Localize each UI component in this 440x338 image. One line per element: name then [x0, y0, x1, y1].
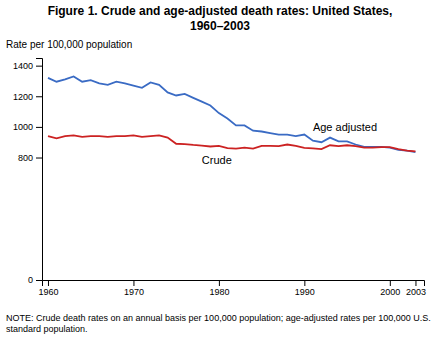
x-tick: 2003: [406, 280, 426, 297]
y-axis: 0 800 1000 1200 1400: [13, 59, 43, 286]
x-tick: 2000: [380, 280, 400, 297]
x-tick: 1990: [295, 280, 315, 297]
y-tick-mark: [36, 66, 42, 67]
plot-area: [48, 76, 415, 152]
y-tick-mark: [36, 280, 42, 281]
series-line: [48, 135, 415, 151]
x-tick-mark: [390, 280, 391, 286]
y-tick-mark: [36, 158, 42, 159]
x-tick: 1960: [38, 280, 58, 297]
y-tick: 1200: [13, 92, 42, 102]
x-tick-mark: [219, 280, 220, 286]
x-tick-label: 1990: [295, 287, 315, 297]
y-axis-label: Rate per 100,000 population: [6, 39, 132, 50]
x-tick-label: 1980: [209, 287, 229, 297]
title: Figure 1. Crude and age-adjusted death r…: [48, 4, 393, 33]
chart: Figure 1. Crude and age-adjusted death r…: [0, 0, 440, 338]
title-line: Figure 1. Crude and age-adjusted death r…: [48, 4, 393, 18]
note: NOTE: Crude death rates on an annual bas…: [6, 313, 431, 334]
x-tick: 1980: [209, 280, 229, 297]
x-tick-label: 2003: [406, 287, 426, 297]
x-tick-mark: [133, 280, 134, 286]
y-tick-label: 800: [18, 153, 33, 163]
y-tick-mark: [36, 96, 42, 97]
x-tick: 1970: [124, 280, 144, 297]
x-tick-mark: [415, 280, 416, 286]
title-line: 1960–2003: [190, 19, 250, 33]
series-label: Crude: [202, 154, 232, 166]
series-label: Age adjusted: [313, 121, 377, 133]
y-tick: 0: [28, 275, 42, 285]
x-tick-mark: [48, 280, 49, 286]
y-tick-label: 1200: [13, 92, 33, 102]
y-tick: 1400: [13, 61, 42, 71]
x-axis-line: [43, 281, 425, 287]
note-line: standard population.: [6, 324, 88, 334]
series-line: [48, 76, 415, 152]
y-tick-label: 0: [28, 275, 33, 285]
x-tick-label: 1970: [124, 287, 144, 297]
x-axis: 1960 1970 1980 1990 2000 2003: [38, 280, 426, 297]
y-tick: 1000: [13, 122, 42, 132]
y-tick-mark: [36, 127, 42, 128]
y-tick-label: 1000: [13, 122, 33, 132]
y-axis-line: [36, 59, 43, 281]
x-tick-label: 2000: [380, 287, 400, 297]
y-tick: 800: [18, 153, 42, 163]
x-tick-mark: [304, 280, 305, 286]
note-line: NOTE: Crude death rates on an annual bas…: [6, 313, 431, 323]
x-tick-label: 1960: [38, 287, 58, 297]
y-tick-label: 1400: [13, 61, 33, 71]
